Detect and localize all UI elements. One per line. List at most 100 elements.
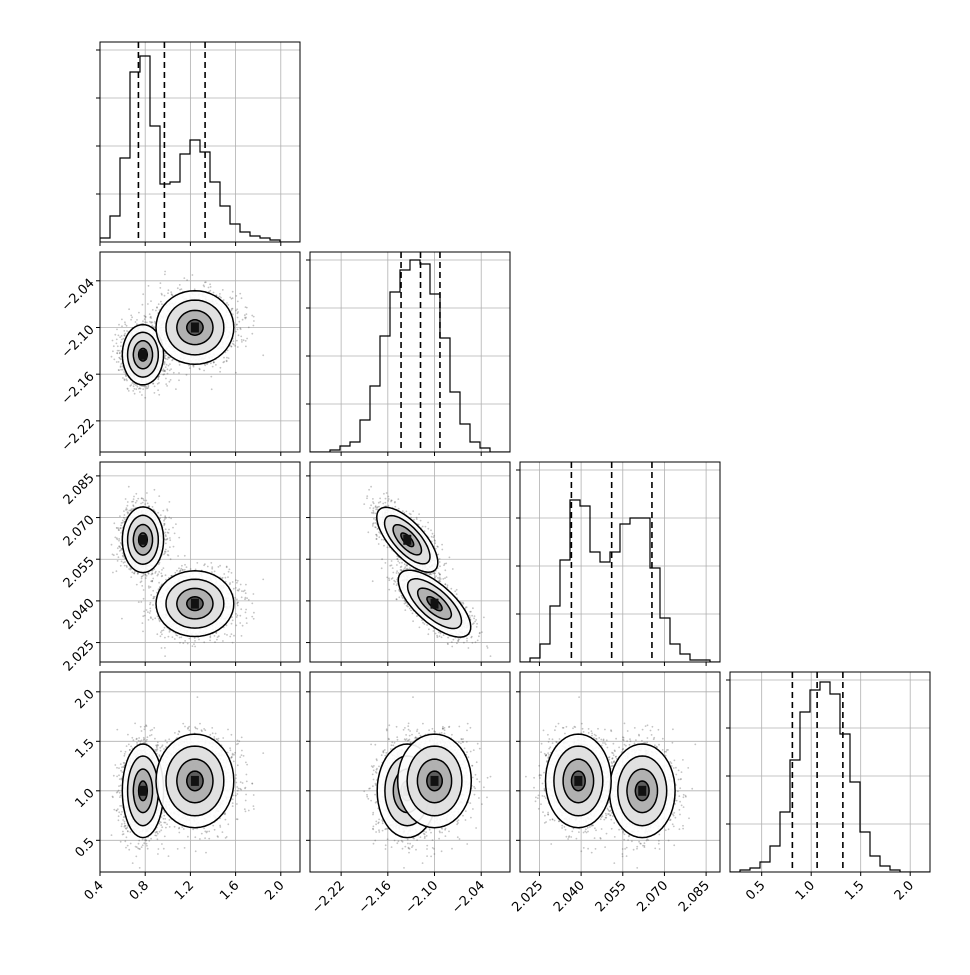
sample-point [246, 622, 248, 624]
sample-point [121, 618, 123, 620]
sample-point [121, 339, 123, 341]
sample-point [133, 385, 135, 387]
sample-point [121, 335, 123, 337]
sample-point [142, 304, 144, 306]
sample-point [136, 323, 138, 325]
sample-point [172, 636, 174, 638]
sample-point [111, 356, 113, 358]
sample-point [149, 321, 151, 323]
sample-point [133, 384, 135, 386]
sample-point [186, 374, 188, 376]
sample-point [248, 327, 250, 329]
sample-point [166, 364, 168, 366]
sample-point [165, 355, 167, 357]
sample-point [186, 279, 188, 281]
scatter-group-2-0 [111, 486, 265, 657]
sample-point [164, 370, 166, 372]
sample-point [253, 316, 255, 318]
sample-point [219, 296, 221, 298]
sample-point [118, 335, 120, 337]
sample-point [152, 309, 154, 311]
sample-point [210, 362, 212, 364]
sample-point [142, 385, 144, 387]
sample-point [125, 498, 127, 500]
sample-point [139, 391, 141, 393]
sample-point [198, 639, 200, 641]
sample-point [128, 390, 130, 392]
sample-point [155, 310, 157, 312]
sample-point [169, 363, 171, 365]
sample-point [112, 340, 114, 342]
sample-point [160, 301, 162, 303]
sample-point [158, 382, 160, 384]
sample-point [161, 303, 163, 305]
sample-point [235, 295, 237, 297]
sample-point [165, 378, 167, 380]
sample-point [219, 293, 221, 295]
sample-point [212, 366, 214, 368]
sample-point [210, 376, 212, 378]
sample-point [208, 287, 210, 289]
sample-point [112, 572, 114, 574]
sample-point [236, 582, 238, 584]
sample-point [154, 386, 156, 388]
sample-point [116, 343, 118, 345]
sample-point [205, 281, 207, 283]
sample-point [245, 346, 247, 348]
sample-point [203, 641, 205, 643]
sample-point [120, 366, 122, 368]
sample-point [152, 383, 154, 385]
scatter-group-1-0 [111, 271, 265, 399]
sample-point [246, 313, 248, 315]
sample-point [215, 364, 217, 366]
sample-point [124, 334, 126, 336]
sample-point [235, 310, 237, 312]
sample-point [149, 313, 151, 315]
sample-point [152, 619, 154, 621]
sample-point [241, 297, 243, 299]
sample-point [116, 570, 118, 572]
sample-point [237, 580, 239, 582]
sample-point [118, 369, 120, 371]
sample-point [120, 363, 122, 365]
sample-point [121, 325, 123, 327]
sample-point [245, 306, 247, 308]
sample-point [246, 338, 248, 340]
sample-point [168, 365, 170, 367]
sample-point [116, 361, 118, 363]
sample-point [170, 379, 172, 381]
sample-point [116, 353, 118, 355]
sample-point [149, 317, 151, 319]
sample-point [161, 293, 163, 295]
density-peak-mode0 [139, 350, 147, 360]
sample-point [144, 397, 146, 399]
sample-point [176, 570, 178, 572]
sample-point [122, 369, 124, 371]
sample-point [164, 274, 166, 276]
sample-point [179, 642, 181, 644]
data-layer [100, 42, 930, 883]
sample-point [223, 299, 225, 301]
sample-point [116, 329, 118, 331]
sample-point [146, 322, 148, 324]
sample-point [169, 381, 171, 383]
sample-point [222, 362, 224, 364]
sample-point [237, 329, 239, 331]
sample-point [210, 286, 212, 288]
sample-point [223, 573, 225, 575]
sample-point [179, 284, 181, 286]
sample-point [236, 340, 238, 342]
sample-point [245, 317, 247, 319]
sample-point [253, 325, 255, 327]
sample-point [167, 373, 169, 375]
sample-point [122, 377, 124, 379]
sample-point [239, 327, 241, 329]
sample-point [165, 574, 167, 576]
sample-point [121, 319, 123, 321]
sample-point [251, 333, 253, 335]
sample-point [130, 319, 132, 321]
sample-point [158, 394, 160, 396]
sample-point [134, 388, 136, 390]
sample-point [219, 371, 221, 373]
